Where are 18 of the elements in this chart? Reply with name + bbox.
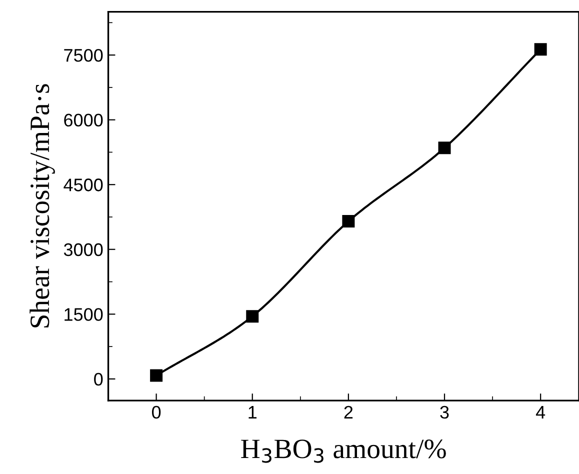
point (438, 142, 451, 154)
x-tick-label: 1 (248, 406, 257, 418)
x-tick-label: 3 (440, 406, 449, 419)
y-tick-label: 7500 (64, 48, 103, 62)
y-tick-label: 6000 (64, 114, 103, 127)
y-tick-label: 3000 (64, 243, 103, 256)
point (246, 310, 259, 323)
y-tick-label: 1500 (64, 308, 103, 321)
y-axis-title: Shear viscosity/mPa·s (30, 84, 55, 328)
x-tick-label: 0 (152, 406, 161, 419)
x-tick-label: 4 (536, 406, 546, 418)
point (150, 369, 163, 382)
y-tick-label: 0 (94, 372, 103, 386)
point (534, 43, 547, 56)
x-axis-title: H$_{3}$BO$_{3}$ amount/% (241, 440, 446, 463)
point (342, 215, 355, 228)
y-tick-label: 4500 (64, 178, 103, 192)
x-tick-label: 2 (344, 406, 353, 418)
